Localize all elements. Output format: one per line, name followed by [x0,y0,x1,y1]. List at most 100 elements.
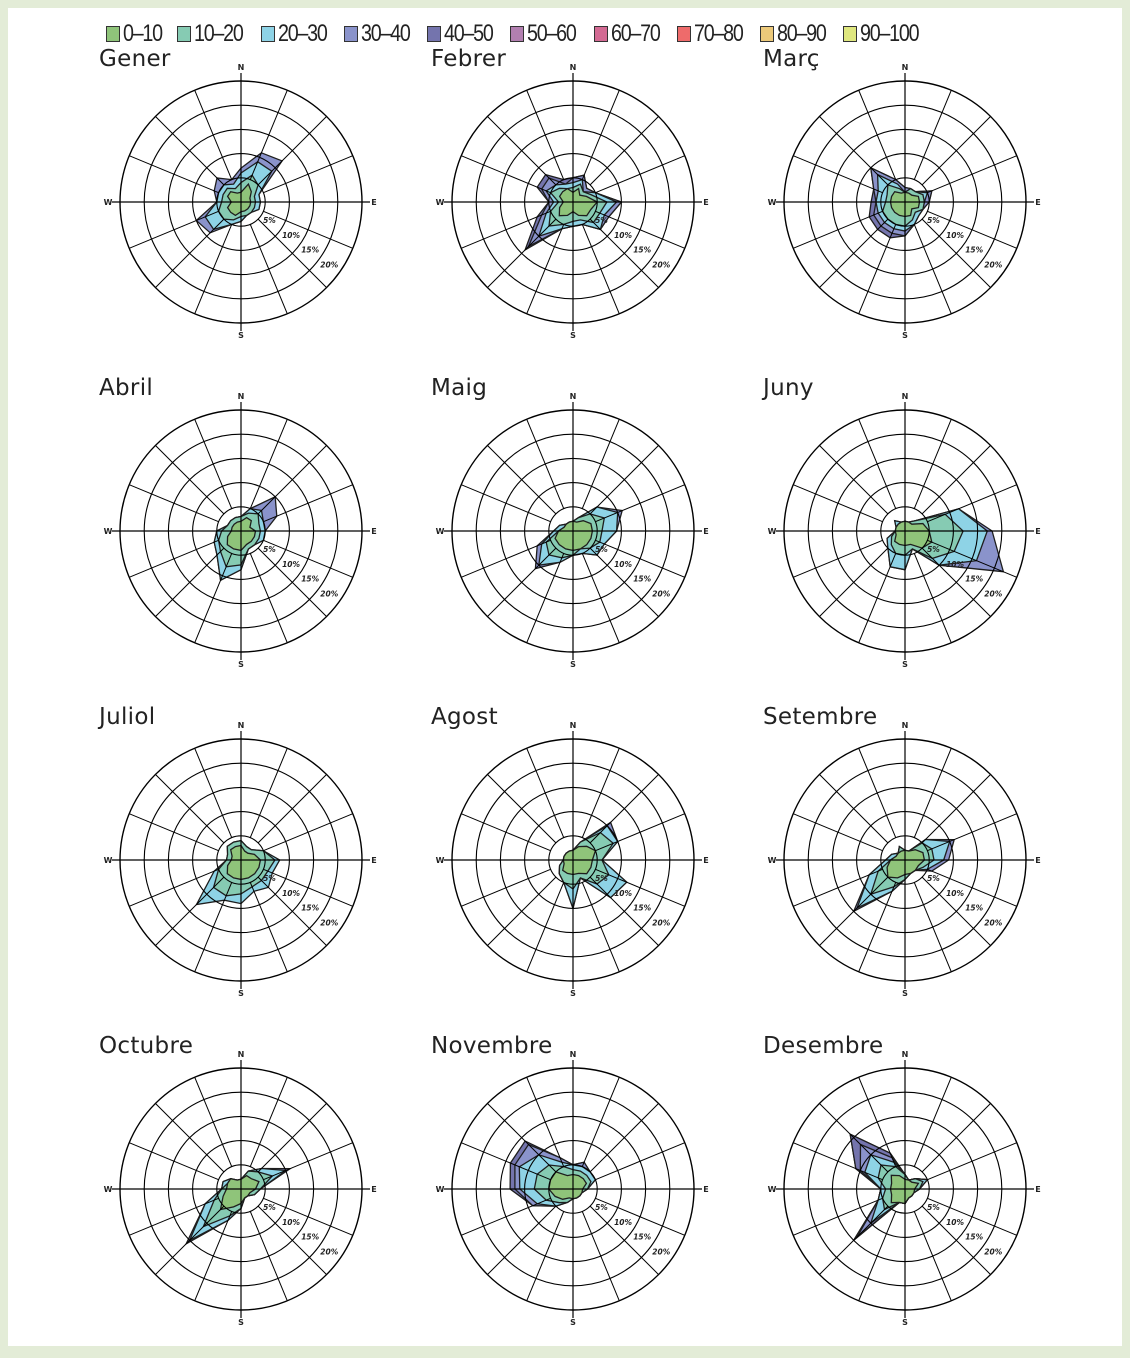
legend-item: 30–40 [343,20,411,48]
ring-label: 20% [652,590,670,599]
grid-spoke [249,748,288,838]
compass-label-n: N [902,392,909,401]
ring-label: 5% [263,545,276,554]
grid-spoke [526,1211,565,1301]
grid-spoke [858,882,897,972]
grid-spoke [921,547,991,617]
grid-spoke [461,210,551,249]
month-title: Juliol [99,704,156,730]
grid-spoke [249,90,288,180]
grid-spoke [581,1211,620,1301]
ring-label: 15% [301,246,319,255]
ring-label: 20% [984,1248,1002,1257]
grid-spoke [858,90,897,180]
grid-spoke [129,210,219,249]
grid-spoke [526,553,565,643]
compass-label-n: N [902,721,909,730]
grid-spoke [819,1103,889,1173]
grid-spoke [155,445,225,515]
grid-spoke [461,155,551,194]
compass-label-e: E [703,198,708,207]
ring-label: 15% [633,246,651,255]
rose-panel-abril: Abril N E S W 5% 10% 15% 20% [99,375,429,700]
grid-spoke [589,1205,659,1275]
grid-spoke [194,224,233,314]
grid-spoke [589,876,659,946]
grid-spoke [858,1077,897,1167]
compass-label-n: N [902,63,909,72]
grid-spoke [461,1142,551,1181]
grid-spoke [819,547,889,617]
grid-spoke [249,419,288,509]
grid-spoke [595,813,685,852]
grid-spoke [793,210,883,249]
ring-label: 5% [595,545,608,554]
compass-label-n: N [238,63,245,72]
grid-spoke [921,1103,991,1173]
compass-label-w: W [104,1185,113,1194]
legend-swatch [843,26,858,42]
grid-spoke [589,116,659,186]
ring-label: 10% [946,1218,964,1227]
legend-label: 30–40 [360,20,411,47]
grid-spoke [927,1197,1017,1236]
rose-panel-octubre: Octubre N E S W 5% 10% 15% 20% [99,1033,429,1358]
ring-label: 10% [946,560,964,569]
compass-label-s: S [902,1318,908,1327]
month-title: Juny [763,375,814,401]
grid-spoke [129,539,219,578]
grid-spoke [913,553,952,643]
legend-item: 40–50 [427,20,494,48]
compass-label-e: E [371,856,376,865]
grid-spoke [913,224,952,314]
grid-spoke [581,882,620,972]
grid-spoke [487,547,557,617]
grid-spoke [858,553,897,643]
grid-spoke [913,419,952,509]
wind-rose: N E S W 5% 10%15%20% [436,63,709,340]
grid-spoke [263,1197,353,1236]
grid-spoke [487,218,557,288]
wind-rose: N E S W 5% 10%15%20% [104,392,377,669]
compass-label-e: E [1035,527,1040,536]
compass-label-e: E [1035,198,1040,207]
ring-label: 5% [263,1203,276,1212]
grid-spoke [927,813,1017,852]
grid-spoke [793,155,883,194]
grid-spoke [526,224,565,314]
month-title: Febrer [431,46,507,72]
compass-label-s: S [238,660,244,669]
compass-label-s: S [570,331,576,340]
legend-item: 80–90 [760,20,827,48]
ring-label: 10% [614,231,632,240]
grid-spoke [581,90,620,180]
ring-label: 20% [320,919,338,928]
ring-label: 20% [320,1248,338,1257]
grid-spoke [526,90,565,180]
ring-label: 10% [946,889,964,898]
grid-spoke [793,539,883,578]
ring-label: 5% [263,216,276,225]
legend-item: 60–70 [593,20,660,48]
grid-spoke [257,1103,327,1173]
compass-label-e: E [371,527,376,536]
legend-label: 10–20 [194,20,244,47]
legend-swatch [427,26,442,42]
ring-label: 15% [633,575,651,584]
grid-spoke [257,116,327,186]
grid-spoke [155,1103,225,1173]
ring-label: 5% [927,545,940,554]
grid-spoke [249,553,288,643]
grid-spoke [581,553,620,643]
grid-spoke [913,882,952,972]
grid-spoke [595,868,685,907]
grid-spoke [194,1077,233,1167]
rose-panel-desembre: Desembre N E S W 5% 10% 15% 20% [763,1033,1093,1358]
compass-label-s: S [570,660,576,669]
grid-spoke [263,484,353,523]
grid-spoke [194,748,233,838]
grid-spoke [595,155,685,194]
compass-label-s: S [238,331,244,340]
legend-label: 80–90 [777,20,827,47]
ring-label: 15% [633,1233,651,1242]
